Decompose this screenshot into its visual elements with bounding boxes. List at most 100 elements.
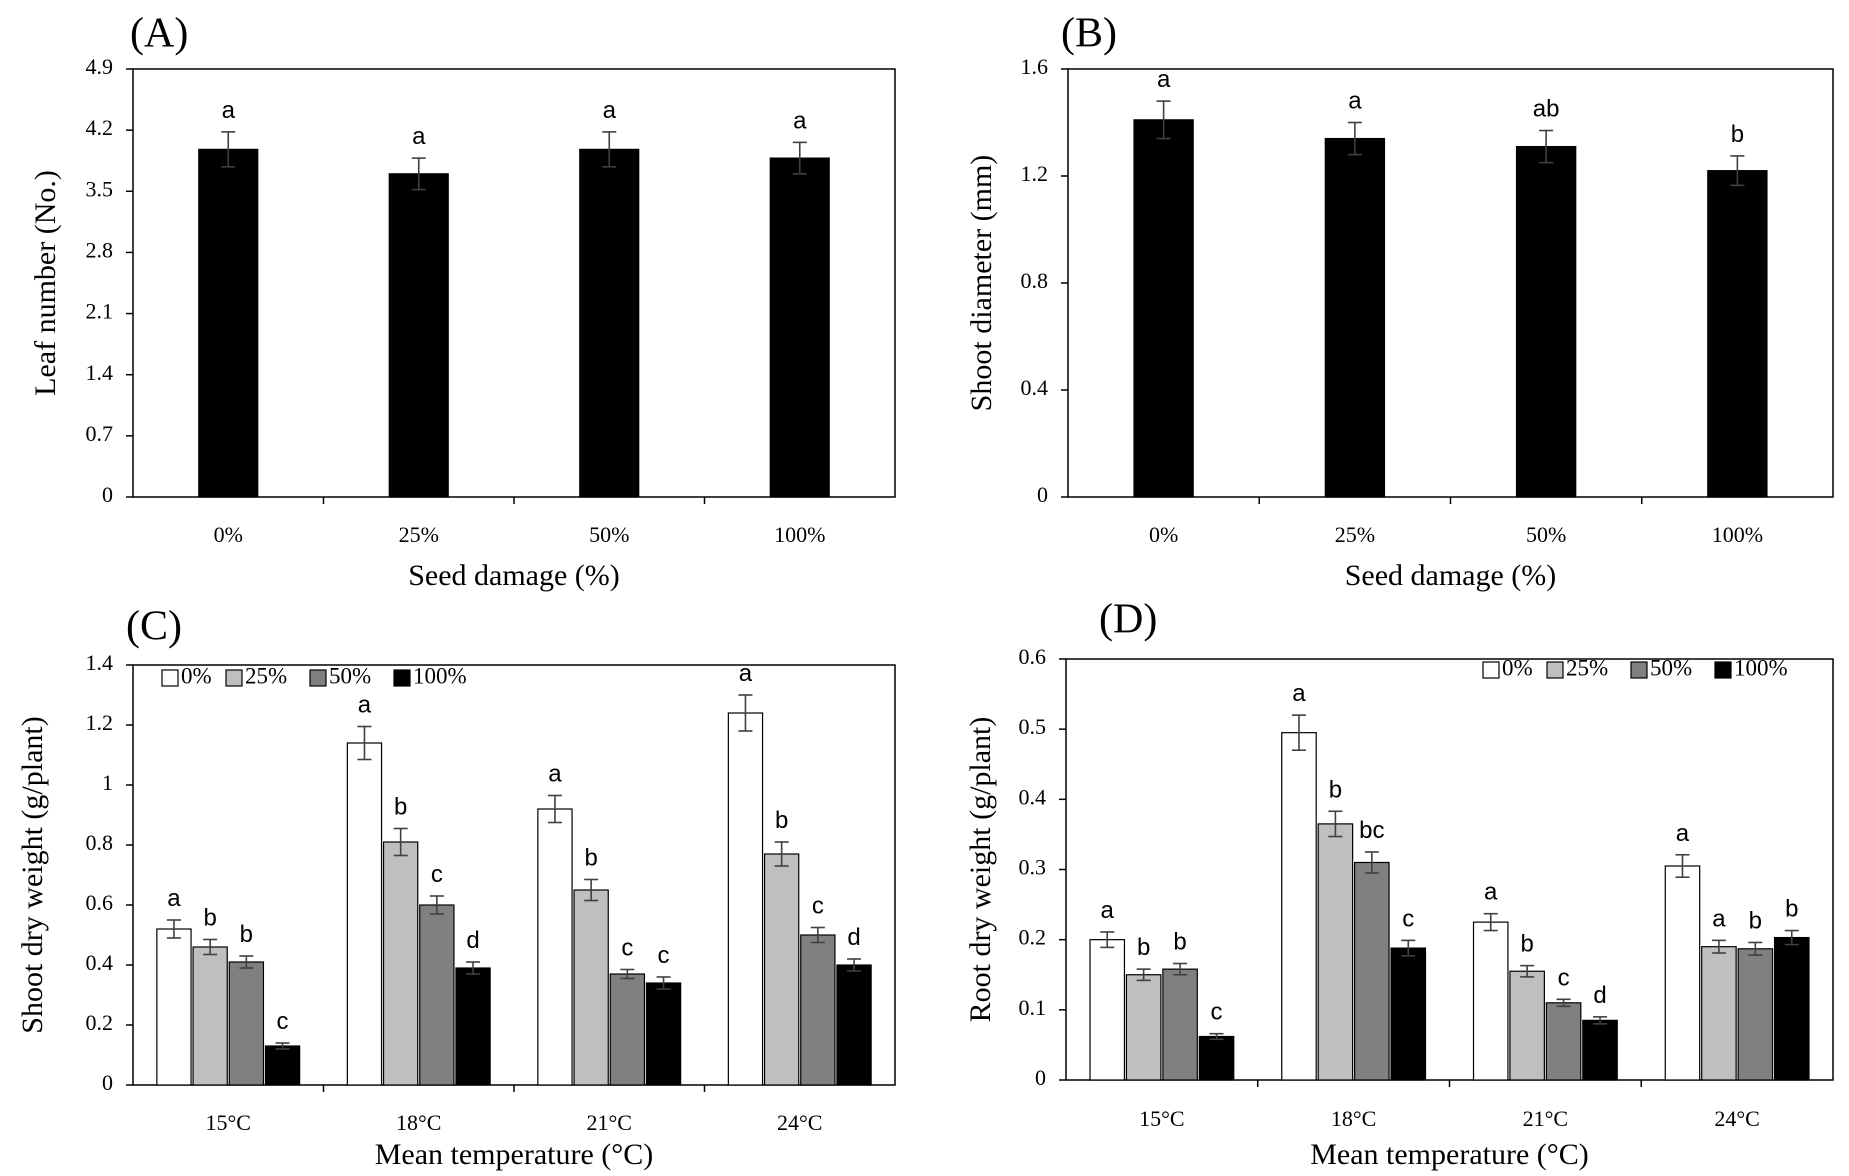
y-tick-label: 0.5: [1019, 714, 1047, 739]
legend-swatch: [225, 669, 243, 687]
panel-label: (C): [126, 604, 182, 650]
significance-label: a: [167, 885, 181, 912]
significance-label: ab: [1533, 96, 1560, 123]
x-tick-label: 21°C: [587, 1110, 632, 1135]
legend-swatch: [393, 669, 411, 687]
bar: [1773, 936, 1810, 1081]
y-axis-title: Shoot diameter (mm): [965, 155, 998, 412]
x-axis-title: Seed damage (%): [1345, 559, 1557, 592]
significance-label: b: [1749, 907, 1762, 934]
bar: [609, 973, 646, 1086]
y-tick-label: 0.6: [1019, 644, 1047, 669]
significance-label: a: [1101, 897, 1115, 924]
y-tick-label: 0.2: [86, 1010, 114, 1035]
bar: [1701, 946, 1737, 1081]
y-tick-label: 1.4: [86, 650, 114, 675]
significance-label: b: [203, 905, 216, 932]
significance-label: b: [394, 794, 407, 821]
chart-panel-4: (D)00.10.20.30.40.50.615°Cab bc18°Cabbcc2…: [964, 597, 1834, 1171]
x-tick-label: 50%: [589, 522, 629, 547]
significance-label: b: [1329, 776, 1342, 803]
y-tick-label: 2.8: [86, 237, 114, 262]
significance-label: c: [1211, 999, 1223, 1026]
legend-label: 0%: [181, 663, 212, 688]
legend-label: 25%: [1566, 655, 1608, 680]
legend-swatch: [1714, 661, 1732, 679]
y-tick-label: 0.4: [86, 950, 114, 975]
y-tick-label: 4.2: [86, 115, 114, 140]
bar: [1317, 823, 1354, 1081]
legend-label: 100%: [1734, 655, 1788, 680]
x-tick-label: 18°C: [1331, 1106, 1376, 1131]
bar: [1737, 948, 1774, 1081]
significance-label: b: [240, 921, 253, 948]
legend-swatch: [1630, 661, 1648, 679]
bar: [382, 841, 419, 1086]
significance-label: c: [812, 893, 824, 920]
bar: [264, 1045, 301, 1086]
chart-panel-3: (C)00.20.40.60.811.21.415°Cabbc18°Cabcd2…: [16, 604, 896, 1171]
y-tick-label: 0: [102, 1070, 113, 1095]
significance-label: c: [1558, 964, 1570, 991]
bar: [1664, 865, 1701, 1081]
significance-label: a: [1676, 820, 1690, 847]
y-tick-label: 0: [102, 482, 113, 507]
bar: [346, 742, 383, 1086]
significance-label: bc: [1359, 817, 1384, 844]
y-tick-label: 2.1: [86, 299, 114, 324]
significance-label: b: [584, 845, 597, 872]
x-tick-label: 25%: [1335, 522, 1375, 547]
bar: [1707, 170, 1768, 498]
y-tick-label: 0.4: [1019, 784, 1047, 809]
significance-label: a: [548, 761, 562, 788]
bar: [836, 964, 872, 1086]
y-tick-label: 0.8: [86, 830, 114, 855]
bar: [1509, 970, 1545, 1081]
y-tick-label: 0: [1037, 482, 1048, 507]
bar: [1545, 1002, 1582, 1081]
y-tick-label: 0.7: [86, 421, 114, 446]
bar: [1133, 119, 1194, 498]
y-tick-label: 0.3: [1019, 855, 1047, 880]
bar: [763, 853, 800, 1086]
bar: [1582, 1019, 1618, 1081]
significance-label: a: [1292, 680, 1306, 707]
y-tick-label: 1.2: [86, 710, 114, 735]
y-tick-label: 1.6: [1021, 54, 1049, 79]
x-tick-label: 50%: [1526, 522, 1566, 547]
y-tick-label: 0.8: [1021, 268, 1049, 293]
bar: [1162, 968, 1198, 1081]
legend-label: 50%: [1650, 655, 1692, 680]
bar: [1515, 145, 1577, 498]
chart-panel-2: (B) 0 0.4 0.8 1.2 1.6 0% a 25% a 50% ab 100% b Seed da…: [965, 11, 1834, 592]
significance-label: c: [621, 935, 633, 962]
significance-label: d: [847, 924, 860, 951]
significance-label: a: [793, 107, 807, 134]
x-tick-label: 100%: [1712, 522, 1763, 547]
y-axis-title: Shoot dry weight (g/plant): [16, 716, 49, 1033]
bar: [192, 946, 228, 1086]
x-tick-label: 0%: [214, 522, 243, 547]
significance-label: a: [358, 692, 372, 719]
chart-panel-1: (A) 0 0.7 1.4 2.1 2.8 3.5 4.2 4.9 0% a 25% a 50% a 100%…: [29, 11, 896, 592]
significance-label: d: [466, 927, 479, 954]
legend-swatch: [1546, 661, 1564, 679]
bar: [455, 967, 491, 1086]
significance-label: a: [1712, 905, 1726, 932]
bar: [727, 712, 764, 1086]
significance-label: a: [222, 97, 236, 124]
significance-label: b: [1731, 121, 1744, 148]
x-tick-label: 15°C: [1139, 1106, 1184, 1131]
y-tick-label: 1.4: [86, 360, 114, 385]
legend-swatch: [1482, 661, 1500, 679]
x-tick-label: 0%: [1149, 522, 1178, 547]
significance-label: a: [739, 660, 753, 687]
bar: [537, 808, 573, 1086]
bar: [1089, 939, 1126, 1081]
significance-label: b: [1137, 934, 1150, 961]
bar: [1354, 861, 1390, 1081]
x-tick-label: 15°C: [206, 1110, 251, 1135]
bar: [769, 157, 830, 498]
y-tick-label: 0.1: [1019, 995, 1047, 1020]
significance-label: a: [1484, 879, 1498, 906]
